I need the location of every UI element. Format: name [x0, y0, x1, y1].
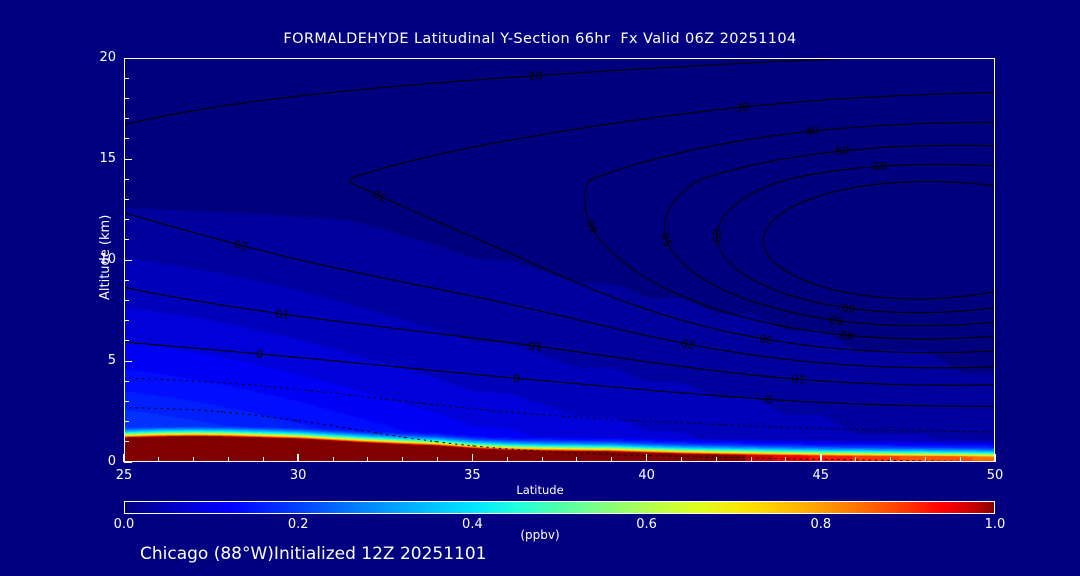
y-tick-minor	[124, 118, 129, 120]
concentration-field	[125, 59, 994, 461]
colorbar-tick-label: 0.6	[636, 517, 657, 532]
y-tick-minor	[124, 320, 129, 322]
colorbar-units: (ppbv)	[520, 528, 560, 542]
x-tick-label: 40	[638, 468, 655, 483]
x-tick-minor	[611, 457, 613, 462]
figure-title: FORMALDEHYDE Latitudinal Y-Section 66hr …	[283, 31, 797, 47]
x-tick-minor	[959, 457, 961, 462]
y-tick-minor	[124, 340, 129, 342]
x-tick-minor	[262, 457, 264, 462]
y-tick-minor	[124, 138, 129, 140]
x-tick-minor	[402, 457, 404, 462]
x-tick-minor	[855, 457, 857, 462]
y-tick-major	[124, 360, 132, 362]
y-tick-minor	[124, 77, 129, 79]
plot-area: 0 0 0 10 10 10 20 20 20 30 30 30 40 40 40 50 50 50 60 60 60	[124, 58, 995, 462]
colorbar-tick-label: 0.0	[113, 517, 135, 532]
y-tick-minor	[124, 380, 129, 382]
x-tick-label: 50	[986, 468, 1004, 483]
figure-caption: Chicago (88°W)Initialized 12Z 20251101	[140, 544, 487, 564]
x-tick-minor	[506, 457, 508, 462]
colorbar-tick-label: 0.8	[810, 517, 832, 532]
x-tick-minor	[193, 457, 195, 462]
x-tick-minor	[715, 457, 717, 462]
y-tick-minor	[124, 97, 129, 99]
x-tick-minor	[158, 457, 160, 462]
y-tick-minor	[124, 198, 129, 200]
x-tick-major	[820, 454, 822, 462]
x-tick-label: 30	[289, 468, 307, 483]
y-tick-minor	[124, 219, 129, 221]
x-tick-label: 25	[115, 468, 133, 483]
x-tick-major	[297, 454, 299, 462]
y-tick-minor	[124, 421, 129, 423]
y-tick-label: 0	[107, 454, 116, 469]
y-tick-major	[124, 259, 132, 261]
y-tick-label: 15	[99, 151, 116, 166]
colorbar	[124, 501, 995, 514]
y-tick-minor	[124, 178, 129, 180]
y-tick-major	[124, 57, 132, 59]
x-tick-major	[471, 454, 474, 462]
x-tick-label: 45	[812, 468, 830, 483]
y-tick-label: 5	[107, 353, 116, 368]
x-tick-minor	[367, 457, 369, 462]
x-tick-major	[123, 454, 125, 462]
y-tick-minor	[124, 400, 129, 402]
colorbar-tick-label: 0.4	[462, 517, 483, 532]
colorbar-tick-label: 1.0	[984, 517, 1006, 532]
x-tick-minor	[924, 457, 926, 462]
colorbar-tick-label: 0.2	[287, 517, 309, 532]
y-tick-minor	[124, 441, 129, 443]
y-tick-label: 20	[99, 50, 116, 65]
y-tick-minor	[124, 239, 129, 241]
x-axis-title: Latitude	[516, 483, 564, 497]
x-tick-minor	[576, 457, 578, 462]
x-tick-minor	[680, 457, 682, 462]
y-tick-label: 10	[99, 252, 116, 267]
x-tick-major	[994, 454, 996, 462]
x-tick-major	[645, 454, 648, 462]
y-tick-major	[124, 158, 132, 160]
x-tick-minor	[437, 457, 439, 462]
y-tick-minor	[124, 299, 129, 301]
x-tick-minor	[332, 457, 334, 462]
x-tick-minor	[541, 457, 543, 462]
x-tick-minor	[750, 457, 752, 462]
y-tick-minor	[124, 279, 129, 281]
y-tick-major	[124, 461, 132, 463]
x-tick-minor	[228, 457, 230, 462]
x-tick-label: 35	[464, 468, 481, 483]
x-tick-minor	[785, 457, 787, 462]
x-tick-minor	[889, 457, 891, 462]
